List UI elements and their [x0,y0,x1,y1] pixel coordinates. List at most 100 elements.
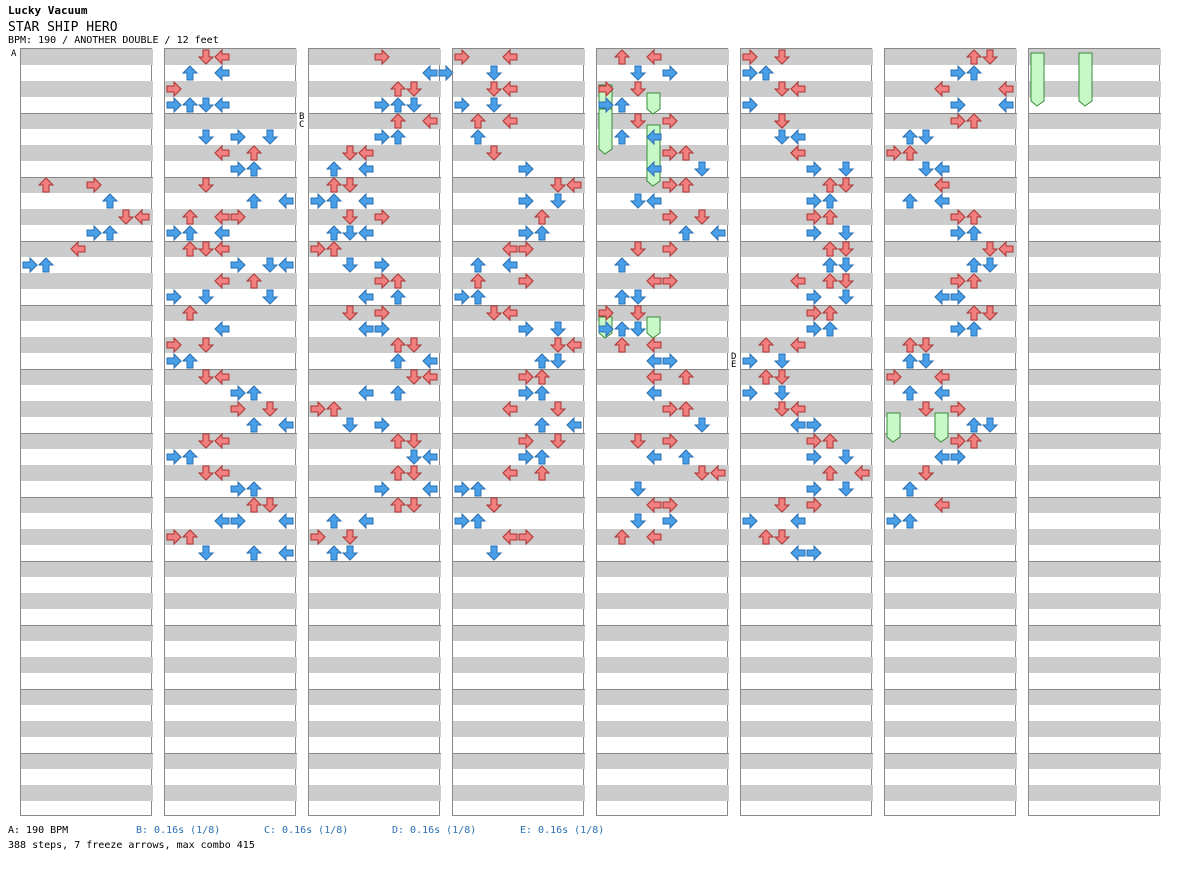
step-arrow [358,192,374,210]
beat-stripe [741,561,873,577]
marker-e: E [731,360,737,370]
step-arrow [358,512,374,530]
step-arrow [245,545,263,561]
step-arrow [629,305,647,321]
step-arrow [629,113,647,129]
beat-stripe [1029,561,1161,577]
step-arrow [677,401,695,417]
step-arrow [821,465,839,481]
step-arrow [790,128,806,146]
step-arrow [629,193,647,209]
step-arrow [917,465,935,481]
beat-stripe [21,81,153,97]
step-arrow [454,512,470,530]
step-arrow [454,480,470,498]
step-arrow [981,257,999,273]
step-arrow [965,225,983,241]
step-arrow [901,337,919,353]
step-arrow [518,192,534,210]
beat-stripe [21,721,153,737]
step-arrow [821,177,839,193]
step-arrow [613,289,631,305]
step-arrow [214,368,230,386]
song-title: STAR SHIP HERO [8,20,118,35]
beat-stripe [741,593,873,609]
step-arrow [886,368,902,386]
step-arrow [341,209,359,225]
step-arrow [502,112,518,130]
step-arrow [485,65,503,81]
step-arrow [917,401,935,417]
step-arrow [230,128,246,146]
beat-stripe [741,273,873,289]
beat-stripe [597,305,729,321]
beat-stripe [741,465,873,481]
step-arrow [549,433,567,449]
step-arrow [646,352,662,370]
marker-b: B [299,112,305,122]
beat-stripe [597,465,729,481]
step-arrow [405,337,423,353]
step-arrow [197,177,215,193]
step-arrow [181,449,199,465]
step-arrow [389,289,407,305]
step-arrow [662,112,678,130]
beat-stripe [597,369,729,385]
step-arrow [950,432,966,450]
step-arrow [422,352,438,370]
beat-stripe [309,721,441,737]
beat-stripe [885,753,1017,769]
chart-column [596,48,729,816]
beat-stripe [1029,81,1161,97]
beat-stripe [165,625,297,641]
step-arrow [469,273,487,289]
step-arrow [629,481,647,497]
step-arrow [278,544,294,562]
beat-stripe [885,177,1017,193]
beat-stripe [741,241,873,257]
step-arrow [518,240,534,258]
step-arrow [566,176,582,194]
step-arrow [613,337,631,353]
step-arrow [374,256,390,274]
beat-stripe [21,753,153,769]
beat-stripe [1029,337,1161,353]
step-arrow [901,513,919,529]
beat-stripe [309,369,441,385]
beat-stripe [1029,593,1161,609]
beat-stripe [1029,753,1161,769]
step-arrow [341,257,359,273]
step-arrow [261,497,279,513]
beat-stripe [597,49,729,65]
beat-stripe [309,561,441,577]
step-arrow [341,145,359,161]
step-arrow [806,192,822,210]
step-arrow [901,385,919,401]
step-arrow [677,145,695,161]
column-canvas [453,48,585,801]
freeze-arrow [646,316,661,339]
step-arrow [566,336,582,354]
step-arrow [677,225,695,241]
step-arrow [70,240,86,258]
step-arrow [934,80,950,98]
step-arrow [518,528,534,546]
step-arrow [230,512,246,530]
beat-stripe [1029,433,1161,449]
step-arrow [757,337,775,353]
beat-stripe [21,337,153,353]
beat-stripe [21,689,153,705]
step-arrow [901,193,919,209]
step-arrow [214,240,230,258]
step-arrow [677,369,695,385]
step-arrow [773,401,791,417]
step-arrow [821,241,839,257]
step-arrow [837,289,855,305]
step-arrow [245,417,263,433]
beat-stripe [741,657,873,673]
step-arrow [485,81,503,97]
chart-column [1028,48,1161,816]
step-arrow [837,161,855,177]
step-arrow [566,416,582,434]
beat-stripe [165,273,297,289]
